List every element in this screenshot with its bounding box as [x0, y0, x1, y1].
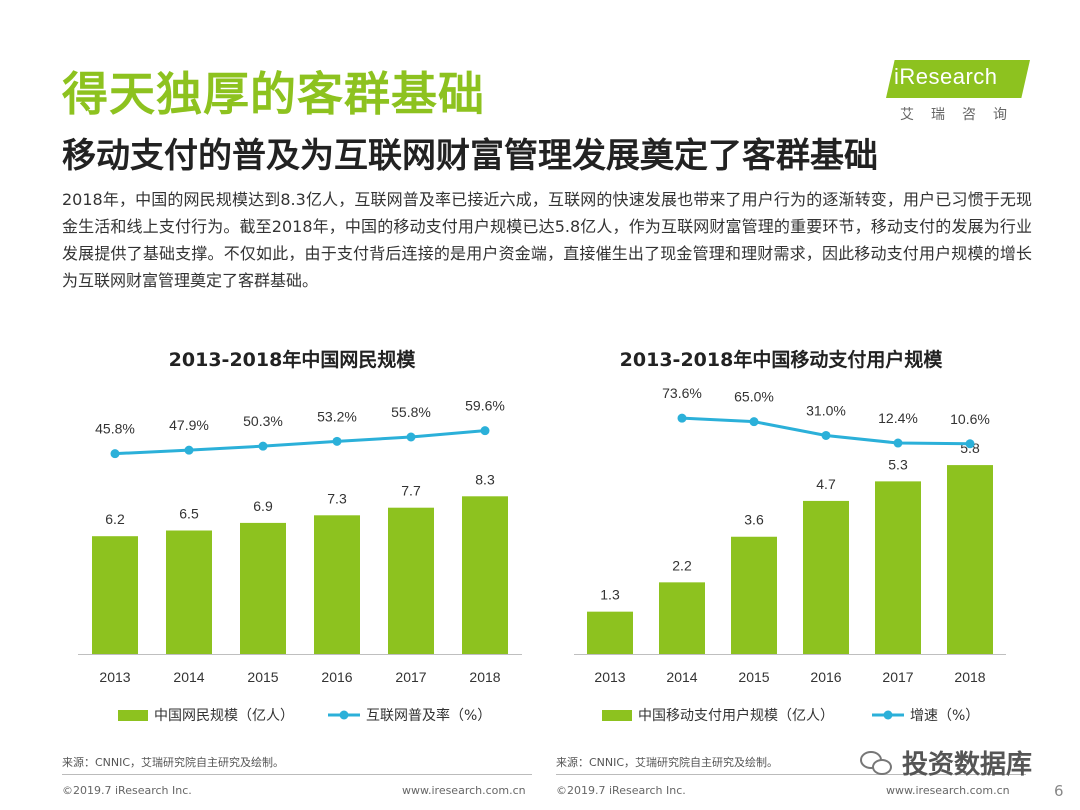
bar-value-label: 4.7: [816, 476, 836, 492]
bar-value-label: 6.5: [179, 506, 199, 522]
bar: [314, 515, 360, 654]
bar: [803, 500, 849, 654]
line-point: [965, 439, 975, 449]
x-tick-label: 2018: [469, 669, 500, 685]
bar: [462, 496, 508, 654]
bar-value-label: 7.3: [327, 490, 347, 506]
line-point: [258, 441, 268, 451]
website-link-left[interactable]: www.iresearch.com.cn: [402, 784, 526, 797]
x-tick-label: 2018: [954, 669, 985, 685]
bar-value-label: 6.2: [105, 511, 125, 527]
source-note-left: 来源：CNNIC，艾瑞研究院自主研究及绘制。: [62, 756, 285, 769]
line-value-label: 55.8%: [391, 404, 431, 420]
bar: [587, 611, 633, 654]
line-point: [332, 436, 342, 446]
logo-brand-cn: 艾瑞咨询: [900, 107, 1024, 123]
bar: [240, 522, 286, 654]
wechat-icon: [860, 749, 894, 777]
x-tick-label: 2014: [666, 669, 697, 685]
mobile-pay-chart-svg: 2013-2018年中国移动支付用户规模1.32.23.64.75.35.820…: [574, 348, 1006, 724]
watermark: 投资数据库: [860, 744, 1032, 781]
netizen-chart-svg: 2013-2018年中国网民规模 6.2 6.5 6.9 7.3 7.7 8.3 2013 20…: [78, 348, 522, 724]
legend-bar-label: 中国移动支付用户规模（亿人）: [638, 707, 834, 724]
intro-paragraph: 2018年，中国的网民规模达到8.3亿人，互联网普及率已接近六成，互联网的快速发…: [62, 190, 1032, 290]
x-tick-label: 2016: [810, 669, 841, 685]
line-point: [184, 445, 194, 455]
line-value-label: 53.2%: [317, 408, 357, 424]
legend-line-label: 增速（%）: [910, 708, 979, 724]
bar-value-label: 6.9: [253, 498, 273, 514]
x-tick-label: 2013: [99, 669, 130, 685]
mobile-pay-chart: 2013-2018年中国移动支付用户规模1.32.23.64.75.35.820…: [556, 330, 1026, 750]
copyright-right: ©2019.7 iResearch Inc.: [556, 784, 686, 797]
line-value-label: 10.6%: [950, 411, 990, 427]
line-value-label: 12.4%: [878, 410, 918, 426]
page-title: 得天独厚的客群基础: [62, 67, 485, 121]
x-tick-label: 2017: [395, 669, 426, 685]
x-tick-label: 2015: [738, 669, 769, 685]
line-value-label: 47.9%: [169, 417, 209, 433]
line-point: [821, 430, 831, 440]
line-value-label: 59.6%: [465, 398, 505, 414]
line-value-label: 65.0%: [734, 389, 774, 405]
source-note-right: 来源：CNNIC，艾瑞研究院自主研究及绘制。: [556, 756, 779, 769]
bar: [875, 481, 921, 654]
line-value-label: 73.6%: [662, 385, 702, 401]
footer-divider-right: [556, 774, 1026, 775]
chart-title: 2013-2018年中国移动支付用户规模: [620, 348, 944, 371]
line-point: [677, 413, 687, 423]
logo-badge: [886, 60, 1030, 98]
website-link-right[interactable]: www.iresearch.com.cn: [886, 784, 1010, 797]
iresearch-logo: iResearch 艾瑞咨询: [878, 56, 1038, 126]
line-point: [893, 438, 903, 448]
logo-brand: iResearch: [894, 64, 998, 89]
x-tick-label: 2015: [247, 669, 278, 685]
footer-divider-left: [62, 774, 532, 775]
bar: [388, 507, 434, 654]
page-subtitle: 移动支付的普及为互联网财富管理发展奠定了客群基础: [62, 136, 878, 176]
bar: [659, 582, 705, 654]
line-series: [114, 429, 486, 456]
line-point: [480, 426, 490, 436]
netizen-chart: 2013-2018年中国网民规模 6.2 6.5 6.9 7.3 7.7 8.3 2013 20…: [62, 330, 542, 750]
legend-bar-swatch: [602, 710, 632, 721]
copyright-left: ©2019.7 iResearch Inc.: [62, 784, 192, 797]
legend-line-marker: [883, 710, 893, 720]
chart-title: 2013-2018年中国网民规模: [169, 348, 417, 371]
bar: [731, 536, 777, 654]
bar-value-label: 8.3: [475, 471, 495, 487]
x-tick-label: 2016: [321, 669, 352, 685]
line-point: [749, 417, 759, 427]
watermark-text: 投资数据库: [902, 750, 1033, 780]
line-value-label: 50.3%: [243, 413, 283, 429]
line-point: [110, 449, 120, 459]
line-point: [406, 432, 416, 442]
x-tick-label: 2013: [594, 669, 625, 685]
bar-value-label: 5.3: [888, 456, 908, 472]
page-number: 6: [1054, 782, 1064, 800]
legend-bar-label: 中国网民规模（亿人）: [154, 708, 294, 724]
bar-value-label: 7.7: [401, 483, 421, 499]
line-value-label: 45.8%: [95, 421, 135, 437]
bar: [92, 536, 138, 654]
legend-line-marker: [339, 710, 349, 720]
bar-value-label: 2.2: [672, 557, 692, 573]
legend-bar-swatch: [118, 710, 148, 721]
x-tick-label: 2017: [882, 669, 913, 685]
legend-line-label: 互联网普及率（%）: [366, 707, 491, 724]
x-tick-label: 2014: [173, 669, 204, 685]
bar-value-label: 3.6: [744, 512, 764, 528]
line-value-label: 31.0%: [806, 402, 846, 418]
bar: [166, 530, 212, 654]
bar: [947, 465, 993, 654]
bar-value-label: 1.3: [600, 587, 620, 603]
